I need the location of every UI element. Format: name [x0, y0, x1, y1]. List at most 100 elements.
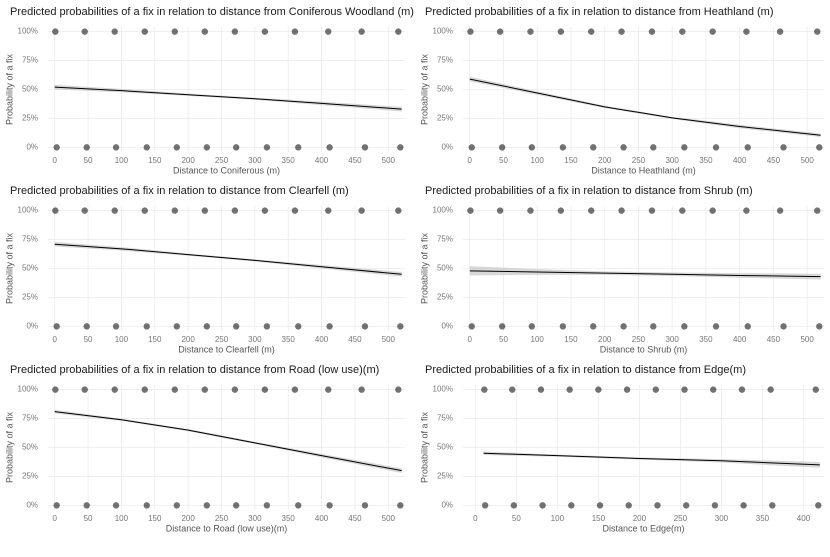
x-tick-label: 500 — [382, 156, 396, 165]
fix-point — [203, 323, 211, 330]
fix-point — [52, 386, 59, 393]
fix-point — [557, 207, 565, 214]
fix-point — [588, 207, 595, 214]
y-tick-label: 100% — [18, 206, 38, 215]
y-tick-label: 25% — [437, 293, 453, 302]
y-tick-label: 0% — [26, 500, 38, 509]
y-tick-label: 75% — [437, 414, 453, 423]
y-tick-label: 0% — [441, 321, 453, 330]
fix-point — [397, 323, 404, 330]
fix-point — [648, 207, 656, 214]
x-tick-label: 200 — [181, 514, 195, 523]
fix-point — [595, 386, 602, 393]
prediction-line — [54, 243, 402, 275]
fix-point — [112, 502, 120, 509]
fix-point — [325, 207, 332, 214]
x-tick-label: 200 — [181, 335, 195, 344]
x-tick-label: 350 — [282, 514, 296, 523]
fix-point — [743, 28, 750, 35]
x-tick-label: 150 — [592, 514, 606, 523]
y-tick-label: 50% — [437, 264, 453, 273]
fix-point — [528, 323, 536, 330]
x-tick-label: 200 — [181, 156, 195, 165]
fix-point — [295, 502, 302, 509]
fix-point — [358, 386, 365, 393]
fix-point — [291, 386, 299, 393]
y-tick-label: 75% — [437, 56, 453, 65]
y-tick-label: 50% — [437, 443, 453, 452]
x-tick-label: 150 — [564, 156, 578, 165]
fix-point — [53, 502, 60, 509]
x-tick-label: 250 — [632, 335, 646, 344]
fix-point — [679, 207, 686, 214]
y-tick-label: 50% — [22, 443, 38, 452]
prediction-line — [469, 270, 821, 278]
fix-point — [397, 144, 404, 151]
fix-point — [261, 28, 269, 35]
fix-point — [620, 323, 627, 330]
fix-point — [361, 144, 369, 151]
x-tick-label: 450 — [767, 156, 781, 165]
y-tick-label: 50% — [437, 85, 453, 94]
fix-point — [816, 323, 823, 330]
fix-point — [395, 28, 402, 35]
fix-point — [171, 386, 178, 393]
y-axis-title: Probability of a fix — [4, 411, 14, 483]
x-tick-label: 200 — [598, 335, 612, 344]
fix-point — [141, 28, 148, 35]
y-axis-title: Probability of a fix — [419, 53, 429, 125]
fix-point — [814, 28, 821, 35]
fix-point — [263, 502, 271, 509]
fix-point — [780, 144, 787, 151]
x-tick-label: 350 — [282, 335, 296, 344]
fix-point — [498, 323, 506, 330]
panel-title: Predicted probabilities of a fix in rela… — [425, 6, 774, 18]
fix-point — [527, 207, 534, 214]
fix-point — [650, 144, 657, 151]
fix-point — [679, 28, 686, 35]
x-tick-label: 150 — [148, 514, 162, 523]
fix-point — [590, 144, 597, 151]
fix-point — [171, 28, 178, 35]
x-tick-label: 500 — [800, 156, 814, 165]
fix-point — [52, 28, 59, 35]
x-tick-label: 300 — [248, 335, 262, 344]
panel-title: Predicted probabilities of a fix in rela… — [10, 364, 379, 376]
x-tick-label: 250 — [632, 156, 646, 165]
x-tick-label: 500 — [382, 335, 396, 344]
y-tick-label: 100% — [18, 27, 38, 36]
x-tick-label: 450 — [348, 335, 362, 344]
fix-point — [231, 28, 239, 35]
fix-point — [709, 207, 716, 214]
fix-point — [468, 144, 475, 151]
x-tick-label: 0 — [473, 514, 478, 523]
x-tick-label: 300 — [665, 335, 679, 344]
fix-point — [111, 28, 118, 35]
fix-point — [111, 386, 118, 393]
fix-point — [295, 144, 302, 151]
fix-point — [232, 323, 240, 330]
confidence-band — [54, 409, 402, 473]
fix-point — [744, 144, 751, 151]
fix-point — [173, 323, 180, 330]
fix-point — [83, 144, 90, 151]
fix-point — [815, 502, 822, 509]
fix-point — [143, 502, 150, 509]
fix-point — [812, 386, 819, 393]
fix-point — [650, 323, 657, 330]
fix-point — [814, 207, 821, 214]
fix-point — [263, 144, 271, 151]
x-tick-label: 300 — [715, 514, 729, 523]
fix-point — [201, 28, 209, 35]
x-tick-label: 250 — [215, 335, 229, 344]
y-tick-label: 75% — [22, 56, 38, 65]
x-tick-label: 200 — [598, 156, 612, 165]
fix-point — [83, 323, 90, 330]
fix-point — [467, 207, 474, 214]
x-tick-label: 0 — [52, 156, 57, 165]
x-tick-label: 0 — [52, 514, 57, 523]
x-tick-label: 100 — [115, 156, 129, 165]
fix-point — [596, 502, 604, 509]
fix-point — [203, 144, 211, 151]
fix-point — [537, 386, 545, 393]
